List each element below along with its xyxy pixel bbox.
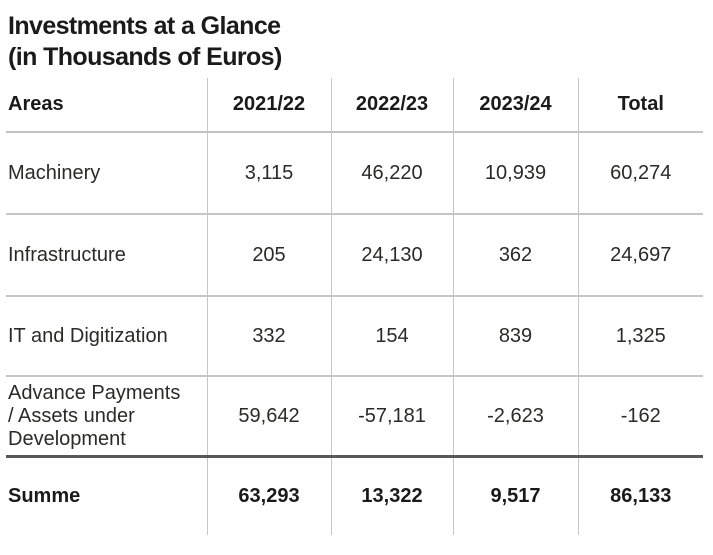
value-cell: 59,642 [207,376,332,458]
value-cell: 362 [453,214,579,297]
value-cell: -57,181 [331,376,454,458]
value-cell: 24,697 [578,214,703,297]
value-cell: 839 [453,296,579,377]
value-cell: 24,130 [331,214,454,297]
area-cell: Infrastructure [6,214,208,297]
area-cell: Machinery [6,132,208,215]
column-header-2022-23: 2022/23 [331,78,454,133]
total-label-cell: Summe [6,456,208,535]
table-row-it-digitization: IT and Digitization 332 154 839 1,325 [6,296,703,377]
total-value-cell: 63,293 [207,456,332,535]
total-value-cell: 9,517 [453,456,579,535]
page-title: Investments at a Glance (in Thousands of… [8,11,713,73]
value-cell: -2,623 [453,376,579,458]
header-row: Areas 2021/22 2022/23 2023/24 Total [6,78,703,133]
total-value-cell: 13,322 [331,456,454,535]
page-title-line2: (in Thousands of Euros) [8,43,282,71]
table-row-infrastructure: Infrastructure 205 24,130 362 24,697 [6,214,703,297]
value-cell: 1,325 [578,296,703,377]
value-cell: 10,939 [453,132,579,215]
total-value-cell: 86,133 [610,485,672,507]
value-cell: 3,115 [207,132,332,215]
investments-table: Areas 2021/22 2022/23 2023/24 Total Mach… [6,78,703,535]
value-cell: 205 [207,214,332,297]
value-cell: 154 [331,296,454,377]
area-cell: IT and Digitization [6,296,208,377]
table-row-summe: Summe 63,293 13,322 9,517 86,133 [6,456,703,535]
column-header-total: Total [578,78,703,133]
value-cell: 60,274 [578,132,703,215]
column-header-areas: Areas [6,78,208,133]
value-cell: -162 [578,376,703,458]
column-header-2023-24: 2023/24 [453,78,579,133]
page-title-line1: Investments at a Glance [8,12,281,40]
value-cell: 46,220 [331,132,454,215]
table-row-advance-payments: Advance Payments / Assets under Developm… [6,376,703,458]
column-header-2021-22: 2021/22 [207,78,332,133]
area-cell: Advance Payments / Assets under Developm… [6,376,208,458]
value-cell: 332 [207,296,332,377]
table-row-machinery: Machinery 3,115 46,220 10,939 60,274 [6,132,703,215]
